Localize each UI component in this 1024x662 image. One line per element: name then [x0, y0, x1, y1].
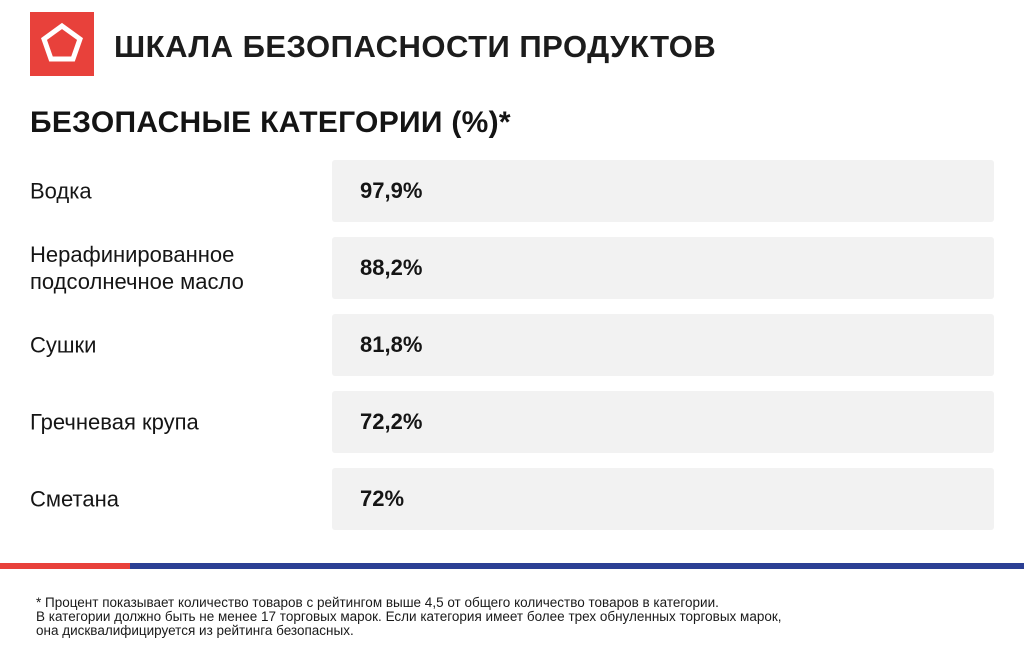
row-label: Сметана	[30, 486, 119, 512]
page-title: ШКАЛА БЕЗОПАСНОСТИ ПРОДУКТОВ	[114, 29, 717, 64]
row-label: Водка	[30, 178, 92, 204]
value-cell: 72%	[332, 468, 994, 530]
footnote: * Процент показывает количество товаров …	[36, 596, 996, 638]
value-cell: 88,2%	[332, 237, 994, 299]
value-cell: 72,2%	[332, 391, 994, 453]
footnote-line: В категории должно быть не менее 17 торг…	[36, 609, 782, 624]
row-value: 72%	[360, 486, 405, 511]
table-row: Гречневая крупа 72,2%	[30, 391, 994, 453]
value-cell: 81,8%	[332, 314, 994, 376]
row-value: 81,8%	[360, 332, 423, 357]
row-label: Сушки	[30, 332, 97, 358]
row-value: 88,2%	[360, 255, 423, 280]
row-value: 97,9%	[360, 178, 423, 203]
table-title: БЕЗОПАСНЫЕ КАТЕГОРИИ (%)*	[30, 106, 511, 139]
table-row: Сметана 72%	[30, 468, 994, 530]
footnote-line: она дисквалифицируется из рейтинга безоп…	[36, 623, 354, 638]
value-cell: 97,9%	[332, 160, 994, 222]
row-value: 72,2%	[360, 409, 423, 434]
table-row: Сушки 81,8%	[30, 314, 994, 376]
divider-blue-segment	[130, 563, 1024, 569]
footnote-line: * Процент показывает количество товаров …	[36, 595, 719, 610]
table-row: Водка 97,9%	[30, 160, 994, 222]
table-row: Нерафинированное подсолнечное масло 88,2…	[30, 237, 994, 299]
row-label: Нерафинированное подсолнечное масло	[30, 242, 244, 294]
row-label: Гречневая крупа	[30, 409, 199, 435]
divider-red-segment	[0, 563, 130, 569]
color-divider	[0, 563, 1024, 569]
pentagon-icon	[30, 12, 94, 76]
safety-table: Водка 97,9% Нерафинированное подсолнечно…	[30, 160, 994, 545]
